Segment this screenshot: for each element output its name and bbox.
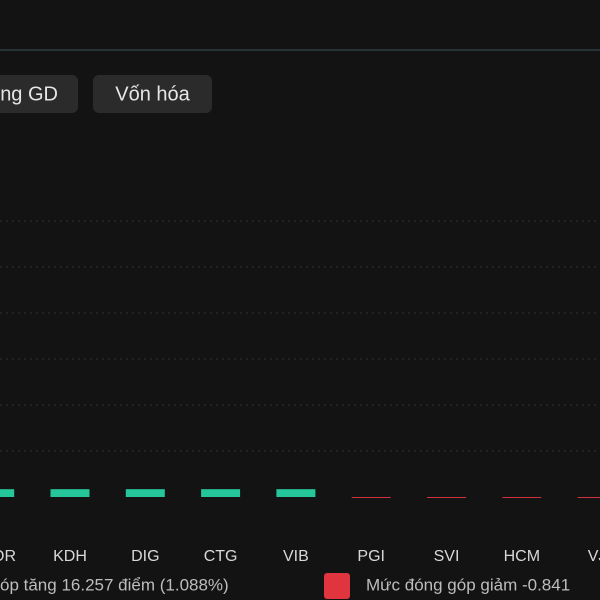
x-tick-label: KDH (53, 548, 87, 565)
bar (276, 489, 316, 497)
bar (502, 497, 542, 498)
bar (50, 489, 90, 497)
legend-label: Mức đóng góp giảm -0.841 (366, 575, 570, 594)
x-tick-label: HCM (504, 548, 540, 565)
legend-swatch (324, 573, 350, 599)
tab-label[interactable]: ng GD (0, 83, 58, 105)
bar (427, 497, 466, 498)
bar (577, 497, 600, 498)
x-tick-label: VIB (283, 548, 309, 565)
bar (201, 489, 241, 497)
x-tick-label: DIG (131, 548, 159, 565)
tab-button[interactable] (0, 75, 78, 113)
x-tick-label: OR (0, 548, 16, 565)
x-tick-label: SVI (434, 548, 460, 565)
bar (351, 497, 391, 498)
bar (125, 489, 165, 497)
x-tick-label: VJ (588, 548, 600, 565)
tab-label[interactable]: Vốn hóa (115, 83, 190, 105)
bar (0, 489, 15, 497)
tab-button[interactable] (93, 75, 212, 113)
x-tick-label: CTG (204, 548, 238, 565)
x-tick-label: PGI (357, 548, 385, 565)
legend-label: óp tăng 16.257 điểm (1.088%) (0, 575, 229, 594)
